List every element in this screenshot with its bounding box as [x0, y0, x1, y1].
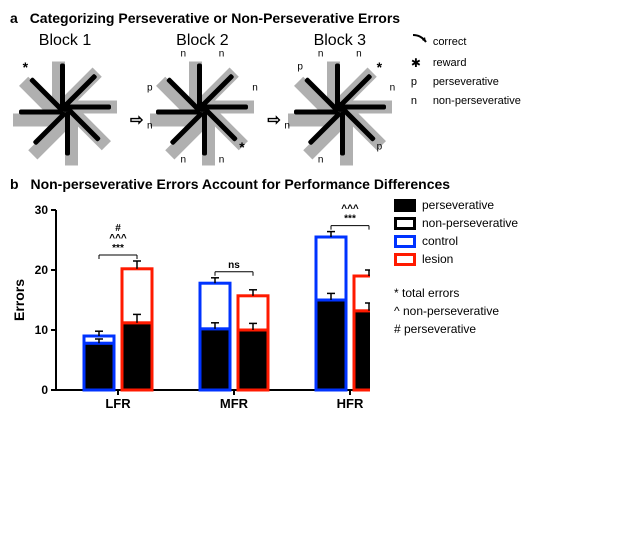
maze-annotation: n [180, 49, 186, 60]
block-arrow-icon: ⇨ [267, 110, 280, 130]
maze-annotation: p [377, 141, 383, 152]
block-arrow-icon: ⇨ [130, 110, 143, 130]
panel-b-title: b Non-perseverative Errors Account for P… [10, 176, 630, 192]
maze-annotation: n [318, 154, 324, 165]
block-label: Block 2 [176, 32, 228, 50]
svg-text:LFR: LFR [105, 396, 131, 411]
legend-label: control [422, 234, 458, 248]
legend-row: nnon-perseverative [411, 92, 521, 111]
legend-swatch [394, 235, 416, 248]
legend-row: ✱reward [411, 53, 521, 73]
svg-text:Errors: Errors [11, 279, 27, 321]
panel-b: 0102030ErrorsLFRMFRHFR***^^^#ns***^^^ pe… [10, 198, 630, 423]
maze-trace [67, 105, 111, 110]
radial-maze: * p n n p n n n [285, 52, 395, 162]
maze-trace [335, 64, 340, 108]
maze-annotation: p [297, 62, 303, 73]
maze-trace [204, 105, 248, 110]
svg-text:***: *** [112, 243, 124, 254]
legend-row: pperseverative [411, 73, 521, 92]
panel-a-letter: a [10, 10, 18, 26]
maze-center [335, 102, 345, 112]
svg-text:#: # [115, 223, 121, 234]
maze-trace [342, 105, 386, 110]
svg-text:ns: ns [228, 260, 240, 271]
panel-b-legend: perseverative non-perseverative control les… [394, 198, 518, 423]
block-label: Block 1 [39, 32, 91, 50]
maze-trace [156, 110, 200, 115]
legend-label: perseverative [422, 198, 494, 212]
maze-annotation: * [23, 59, 28, 75]
block-column: Block 3 * p n n p n n n [285, 32, 395, 162]
panel-b-title-text: Non-perseverative Errors Account for Per… [30, 176, 450, 192]
legend-desc: reward [433, 54, 467, 73]
panel-a-legend: correct✱rewardpperseverativennon-perseve… [411, 32, 521, 110]
svg-text:10: 10 [35, 323, 49, 337]
legend-desc: perseverative [433, 73, 499, 92]
maze-annotation: * [377, 59, 382, 75]
maze-annotation: n [219, 49, 225, 60]
errors-bar-chart: 0102030ErrorsLFRMFRHFR***^^^#ns***^^^ [10, 198, 370, 423]
svg-text:30: 30 [35, 203, 49, 217]
svg-text:HFR: HFR [337, 396, 364, 411]
legend-row: correct [411, 32, 521, 53]
panel-a-title-text: Categorizing Perseverative or Non-Persev… [30, 10, 400, 26]
panel-b-letter: b [10, 176, 19, 192]
legend-swatch [394, 217, 416, 230]
legend-note-line: * total errors [394, 284, 518, 302]
maze-annotation: n [252, 82, 258, 93]
maze-trace [202, 112, 207, 156]
blocks-row: Block 1 * ⇨ Block 2 * n n n p n n n ⇨ Block 3 * p n n p n n n [10, 32, 401, 162]
maze-trace [19, 110, 63, 115]
svg-text:MFR: MFR [220, 396, 249, 411]
legend-desc: correct [433, 33, 467, 52]
maze-annotation: * [239, 139, 244, 155]
svg-text:***: *** [344, 214, 356, 225]
legend-symbol: p [411, 73, 433, 92]
radial-maze: * n n n p n n n [147, 52, 257, 162]
legend-row: control [394, 234, 518, 248]
maze-center [60, 102, 70, 112]
svg-text:^^^: ^^^ [109, 233, 127, 244]
maze-annotation: n [147, 121, 153, 132]
panel-a-title: a Categorizing Perseverative or Non-Pers… [10, 10, 630, 26]
maze-annotation: n [390, 82, 396, 93]
maze-trace [340, 112, 345, 156]
chart-area: 0102030ErrorsLFRMFRHFR***^^^#ns***^^^ [10, 198, 370, 423]
block-column: Block 1 * [10, 32, 120, 162]
maze-trace [294, 110, 338, 115]
legend-note-line: # perseverative [394, 320, 518, 338]
svg-text:^^^: ^^^ [341, 204, 359, 215]
legend-swatch [394, 253, 416, 266]
legend-row: non-perseverative [394, 216, 518, 230]
maze-trace [65, 112, 70, 156]
legend-note-line: ^ non-perseverative [394, 302, 518, 320]
maze-annotation: p [147, 82, 153, 93]
legend-swatch [394, 199, 416, 212]
panel-a: Block 1*⇨Block 2*nnnpnnn⇨Block 3*pnnpnnn… [10, 32, 630, 162]
maze-center [197, 102, 207, 112]
maze-annotation: n [318, 49, 324, 60]
maze-annotation: n [356, 49, 362, 60]
legend-desc: non-perseverative [433, 92, 521, 111]
maze-annotation: n [219, 154, 225, 165]
block-column: Block 2 * n n n p n n n [147, 32, 257, 162]
legend-label: non-perseverative [422, 216, 518, 230]
svg-text:20: 20 [35, 263, 49, 277]
maze-trace [60, 64, 65, 108]
maze-annotation: n [284, 121, 290, 132]
legend-row: lesion [394, 252, 518, 266]
svg-text:0: 0 [41, 383, 48, 397]
legend-row: perseverative [394, 198, 518, 212]
legend-symbol: n [411, 92, 433, 111]
legend-label: lesion [422, 252, 453, 266]
legend-symbol [411, 32, 433, 53]
legend-symbol: ✱ [411, 53, 433, 73]
radial-maze: * [10, 52, 120, 162]
maze-annotation: n [180, 154, 186, 165]
block-label: Block 3 [314, 32, 366, 50]
